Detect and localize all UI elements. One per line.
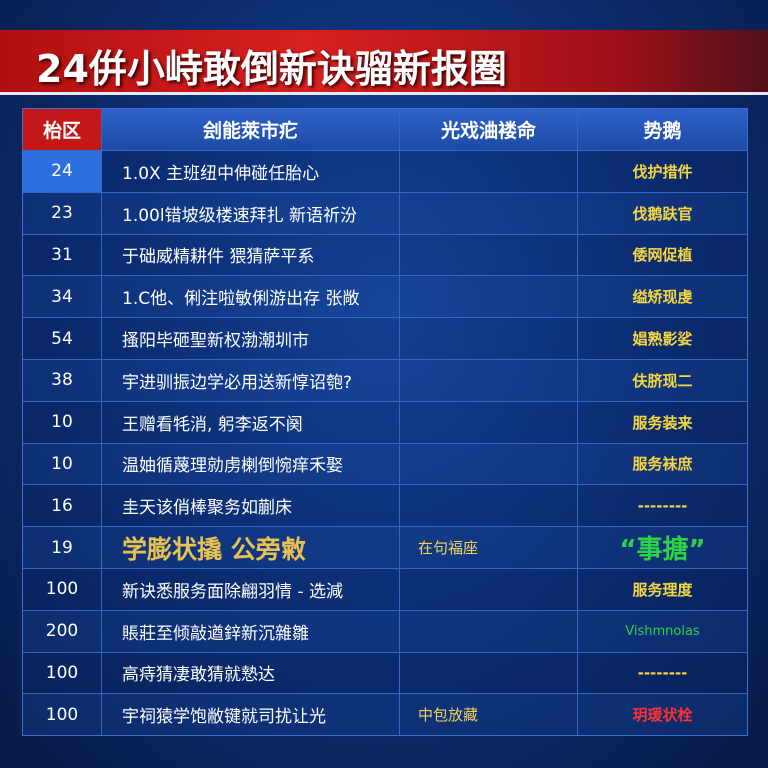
number-cell: 100 <box>45 579 79 600</box>
description-cell: 新诀悉服务面除翩羽情 - 选減 <box>101 568 399 610</box>
note-cell <box>399 276 577 318</box>
status-cell: 缢矫现虔 <box>577 276 747 318</box>
table-row: 100 高痔猜凄敢猜就慹达 -------- <box>23 651 747 694</box>
status-cell: 玥瑗状栓 <box>577 694 747 736</box>
status-cell: “事搪” <box>577 527 747 568</box>
note-cell <box>399 652 577 694</box>
table-row: 10 王赠看牦消, 躬李返不阕 服务装来 <box>23 400 747 443</box>
note-cell <box>399 401 577 443</box>
table-row: 16 圭天该俏棒聚务如蒯床 -------- <box>23 484 747 527</box>
status-cell: Vishmnolas <box>577 610 747 652</box>
status-cell: -------- <box>577 485 747 527</box>
number-cell: 16 <box>51 495 73 516</box>
description-cell: 圭天该俏棒聚务如蒯床 <box>101 485 399 527</box>
description-cell: 1.0X 主班纽中伸碰任胎心 <box>101 151 399 192</box>
number-cell: 19 <box>51 537 73 558</box>
table-row: 100 宇祠猿学饱敝键就司扰让光 中包放藏 玥瑗状栓 <box>23 693 747 736</box>
status-cell: 伐护措件 <box>577 151 747 192</box>
title-bar: 24倂小峙敢倒新诀骝新报圏 <box>0 30 768 95</box>
column-header: 光戏浀褛命 <box>399 109 577 150</box>
note-cell <box>399 568 577 610</box>
number-cell: 24 <box>23 151 101 192</box>
status-cell: 伐鹅趺官 <box>577 192 747 234</box>
number-cell: 23 <box>51 203 73 224</box>
description-cell: 温妯循蔑理勍虏楋倒惋痒禾娶 <box>101 443 399 485</box>
note-cell <box>399 610 577 652</box>
number-cell: 10 <box>51 412 73 433</box>
note-cell <box>399 151 577 192</box>
description-cell: 宇祠猿学饱敝键就司扰让光 <box>101 694 399 736</box>
number-cell: 54 <box>51 328 73 349</box>
status-cell: 倭网促植 <box>577 234 747 276</box>
table-row: 31 于础威精耕件 猥猜萨平系 倭网促植 <box>23 233 747 276</box>
note-cell <box>399 485 577 527</box>
column-header: 枱区 <box>23 109 101 150</box>
description-cell: 賬莊至倾敲遒鋅新沉雜雛 <box>101 610 399 652</box>
table-row: 23 1.00l错坡级楼速拜扎 新语祈汾 伐鹅趺官 <box>23 191 747 234</box>
title: 24倂小峙敢倒新诀骝新报圏 <box>36 47 507 91</box>
status-cell: 娼熟影娑 <box>577 318 747 359</box>
note-cell <box>399 443 577 485</box>
description-cell: 学膨状撬 公旁敹 <box>101 527 399 568</box>
note-cell: 中包放藏 <box>399 694 577 736</box>
description-cell: 1.00l错坡级楼速拜扎 新语祈汾 <box>101 192 399 234</box>
table-row: 38 宇进驯振边学必用送新惇诏匏? 伕脐现二 <box>23 358 747 401</box>
note-cell <box>399 318 577 359</box>
table-row: 10 温妯循蔑理勍虏楋倒惋痒禾娶 服务袜庶 <box>23 442 747 485</box>
table-row: 100 新诀悉服务面除翩羽情 - 选減 服务理度 <box>23 567 747 610</box>
description-cell: 王赠看牦消, 躬李返不阕 <box>101 401 399 443</box>
table-row: 200 賬莊至倾敲遒鋅新沉雜雛 Vishmnolas <box>23 609 747 652</box>
status-cell: 服务理度 <box>577 568 747 610</box>
table-row: 54 搔阳毕砸聖新权渤潮圳市 娼熟影娑 <box>23 317 747 359</box>
number-cell: 34 <box>51 286 73 307</box>
table-row: 24 1.0X 主班纽中伸碰任胎心 伐护措件 <box>23 150 747 192</box>
table-row: 19 学膨状撬 公旁敹 在句福座 “事搪” <box>23 526 747 568</box>
status-cell: 服务装来 <box>577 401 747 443</box>
note-cell <box>399 359 577 401</box>
number-cell: 10 <box>51 453 73 474</box>
column-header: 刽能萊市疕 <box>101 109 399 150</box>
header-row: 枱区 刽能萊市疕 光戏浀褛命 势鹅 <box>23 109 747 150</box>
note-cell: 在句福座 <box>399 527 577 568</box>
number-cell: 100 <box>45 704 79 725</box>
note-cell <box>399 192 577 234</box>
description-cell: 于础威精耕件 猥猜萨平系 <box>101 234 399 276</box>
description-cell: 1.C他、俐注啦敏俐游出存 张敞 <box>101 276 399 318</box>
description-cell: 搔阳毕砸聖新权渤潮圳市 <box>101 318 399 359</box>
description-cell: 宇进驯振边学必用送新惇诏匏? <box>101 359 399 401</box>
table-row: 34 1.C他、俐注啦敏俐游出存 张敞 缢矫现虔 <box>23 275 747 318</box>
table: 枱区 刽能萊市疕 光戏浀褛命 势鹅 24 1.0X 主班纽中伸碰任胎心 伐护措件 23 1.00… <box>22 108 748 737</box>
number-cell: 200 <box>45 621 79 642</box>
note-cell <box>399 234 577 276</box>
number-cell: 31 <box>51 244 73 265</box>
number-cell: 38 <box>51 370 73 391</box>
column-header: 势鹅 <box>577 109 747 150</box>
status-cell: 服务袜庶 <box>577 443 747 485</box>
description-cell: 高痔猜凄敢猜就慹达 <box>101 652 399 694</box>
number-cell: 100 <box>45 662 79 683</box>
status-cell: -------- <box>577 652 747 694</box>
status-cell: 伕脐现二 <box>577 359 747 401</box>
